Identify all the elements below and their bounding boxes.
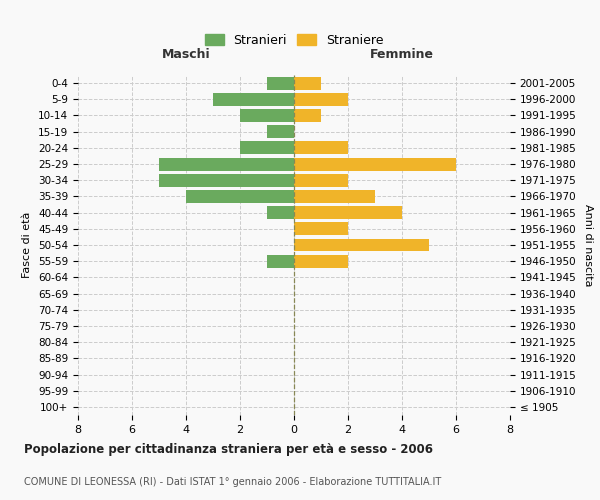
Bar xyxy=(159,174,294,186)
Bar xyxy=(267,125,294,138)
Bar xyxy=(294,174,348,186)
Bar xyxy=(267,76,294,90)
Bar xyxy=(294,190,375,203)
Bar xyxy=(240,142,294,154)
Bar xyxy=(267,254,294,268)
Bar xyxy=(159,158,294,170)
Bar xyxy=(294,222,348,235)
Bar xyxy=(267,206,294,219)
Bar xyxy=(213,93,294,106)
Text: Femmine: Femmine xyxy=(370,48,434,62)
Text: Popolazione per cittadinanza straniera per età e sesso - 2006: Popolazione per cittadinanza straniera p… xyxy=(24,442,433,456)
Bar xyxy=(294,238,429,252)
Bar xyxy=(294,109,321,122)
Bar xyxy=(186,190,294,203)
Bar xyxy=(294,142,348,154)
Bar xyxy=(294,158,456,170)
Text: COMUNE DI LEONESSA (RI) - Dati ISTAT 1° gennaio 2006 - Elaborazione TUTTITALIA.I: COMUNE DI LEONESSA (RI) - Dati ISTAT 1° … xyxy=(24,477,441,487)
Bar xyxy=(294,93,348,106)
Bar xyxy=(294,254,348,268)
Bar xyxy=(294,76,321,90)
Legend: Stranieri, Straniere: Stranieri, Straniere xyxy=(205,34,383,46)
Text: Maschi: Maschi xyxy=(161,48,211,62)
Bar xyxy=(294,206,402,219)
Y-axis label: Anni di nascita: Anni di nascita xyxy=(583,204,593,286)
Bar xyxy=(240,109,294,122)
Y-axis label: Fasce di età: Fasce di età xyxy=(22,212,32,278)
